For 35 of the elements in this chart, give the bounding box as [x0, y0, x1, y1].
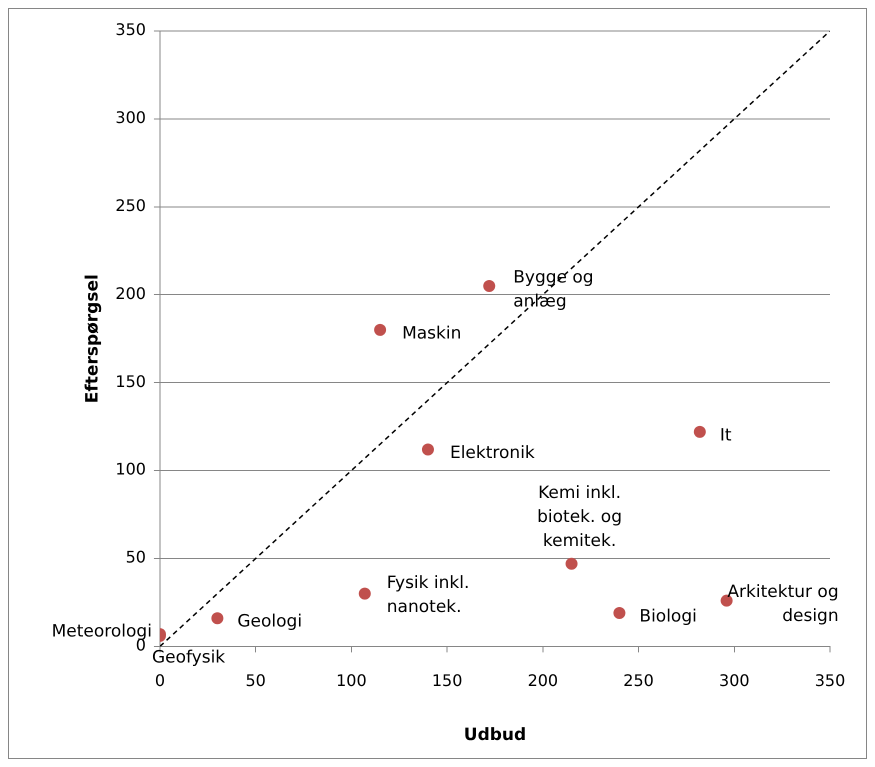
point	[566, 558, 578, 570]
x-tick-label: 300	[719, 671, 750, 690]
annotation: Bygge og anlæg	[513, 267, 594, 312]
annotation: Geofysik	[152, 647, 226, 668]
point	[613, 606, 626, 619]
x-tick-label: 250	[623, 671, 654, 690]
y-tick-label: 200	[115, 284, 146, 303]
x-tick-label: 350	[814, 671, 846, 690]
x-tick-label: 50	[245, 671, 266, 690]
x-tick-label: 200	[528, 671, 558, 690]
x-tick-label: 0	[154, 671, 166, 690]
point	[211, 612, 224, 624]
y-tick-label: 350	[115, 20, 146, 40]
annotation: Fysik inkl. nanotek.	[386, 573, 470, 618]
point	[483, 280, 496, 292]
x-tick-label: 150	[432, 671, 462, 690]
x-tick-label: 100	[336, 671, 367, 690]
point	[694, 426, 706, 438]
y-axis-title: Efterspørgsel	[82, 274, 103, 404]
annotation: Geologi	[237, 612, 302, 632]
point	[374, 324, 386, 336]
point	[422, 443, 434, 456]
annotation: Biologi	[639, 606, 697, 626]
point	[358, 588, 371, 600]
annotation: Kemi inkl. biotek. og kemitek.	[537, 483, 622, 552]
annotation: Maskin	[402, 323, 462, 344]
x-axis-title: Udbud	[464, 725, 526, 746]
y-tick-label: 150	[115, 372, 146, 391]
y-tick-label: 100	[115, 460, 146, 479]
annotation: Arkitektur og design	[727, 582, 839, 626]
y-tick-label: 300	[115, 108, 146, 128]
y-tick-label: 250	[115, 196, 146, 215]
annotation: Elektronik	[450, 442, 535, 463]
annotation: It	[720, 425, 732, 446]
y-tick-label: 50	[126, 548, 146, 567]
